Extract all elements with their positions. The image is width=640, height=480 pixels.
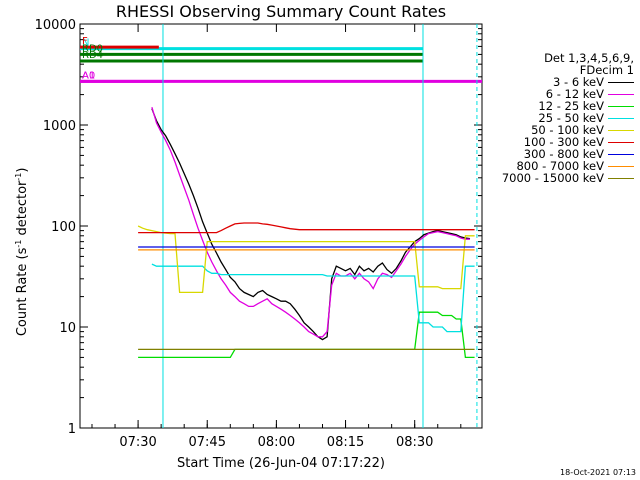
legend-swatch <box>608 118 634 119</box>
legend-swatch <box>608 106 634 107</box>
series-line <box>137 225 475 294</box>
y-tick-label: 100 <box>51 220 76 235</box>
legend-label: 3 - 6 keV <box>553 75 604 89</box>
series-line <box>151 107 470 338</box>
legend-item: 25 - 50 keV <box>474 112 634 124</box>
legend-swatch <box>608 178 634 179</box>
series-line <box>151 108 471 341</box>
legend-item: 50 - 100 keV <box>474 124 634 136</box>
timestamp: 18-Oct-2021 07:13 <box>560 468 636 477</box>
flag-label: N <box>82 38 89 49</box>
legend-header-line: Det 1,3,4,5,6,9, <box>544 51 634 65</box>
legend-swatch <box>608 142 634 143</box>
legend-swatch <box>608 94 634 95</box>
legend-label: 12 - 25 keV <box>538 99 604 113</box>
legend-swatch <box>608 82 634 83</box>
y-tick-label: 10000 <box>35 18 76 33</box>
legend-label: 7000 - 15000 keV <box>501 171 604 185</box>
legend-item: 3 - 6 keV <box>474 76 634 88</box>
legend-label: 50 - 100 keV <box>531 123 604 137</box>
x-tick-label: 08:30 <box>396 435 433 450</box>
series-line <box>151 263 475 333</box>
flag-label: F <box>82 36 88 47</box>
legend-item: 300 - 800 keV <box>474 148 634 160</box>
legend-swatch <box>608 154 634 155</box>
x-tick-label: 07:30 <box>119 435 156 450</box>
series-line <box>138 311 475 359</box>
x-tick-label: 08:15 <box>327 435 364 450</box>
legend-item: 100 - 300 keV <box>474 136 634 148</box>
y-tick-label: 10 <box>59 321 76 336</box>
legend-item: 6 - 12 keV <box>474 88 634 100</box>
legend-label: 100 - 300 keV <box>523 135 604 149</box>
legend-label: 800 - 7000 keV <box>516 159 604 173</box>
legend-label: 25 - 50 keV <box>538 111 604 125</box>
y-axis-label: Count Rate (s-1 detector-1) <box>13 167 31 337</box>
flag-label: A1 <box>82 70 95 81</box>
series-line <box>138 222 475 234</box>
plot-frame <box>79 23 483 429</box>
flag-label: A0 <box>82 70 95 81</box>
legend-label: 300 - 800 keV <box>523 147 604 161</box>
legend-header-line: FDecim 1 <box>579 63 634 77</box>
chart-title: RHESSI Observing Summary Count Rates <box>115 2 447 21</box>
flag-label: RD4 <box>82 50 103 61</box>
x-tick-label: 08:00 <box>258 435 295 450</box>
x-tick-label: 07:45 <box>189 435 226 450</box>
legend-swatch <box>608 130 634 131</box>
legend: Det 1,3,4,5,6,9, FDecim 1 3 - 6 keV 6 - 1… <box>474 52 634 184</box>
legend-item: 12 - 25 keV <box>474 100 634 112</box>
legend-item: 800 - 7000 keV <box>474 160 634 172</box>
x-axis-label: Start Time (26-Jun-04 07:17:22) <box>177 456 385 471</box>
legend-item: 7000 - 15000 keV <box>474 172 634 184</box>
y-tick-label: 1 <box>68 422 76 437</box>
legend-swatch <box>608 166 634 167</box>
flag-label: RD0 <box>82 43 103 54</box>
y-tick-label: 1000 <box>43 119 76 134</box>
legend-label: 6 - 12 keV <box>545 87 604 101</box>
